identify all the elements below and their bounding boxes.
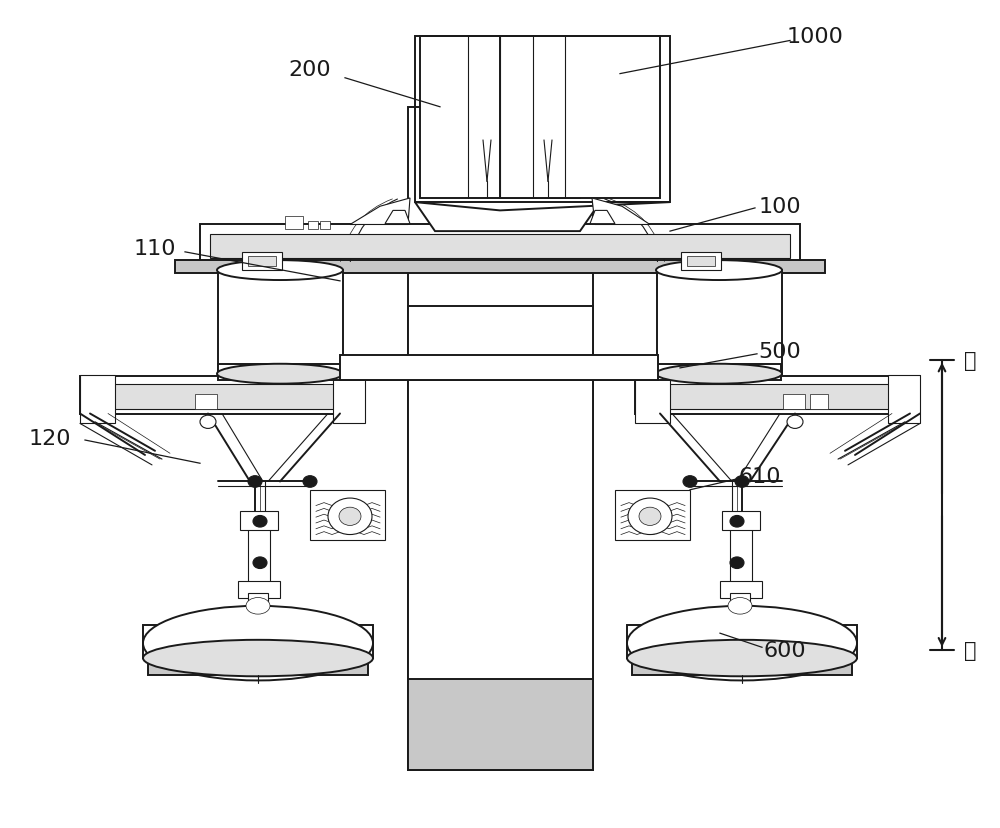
Bar bbox=[340, 356, 658, 381]
Text: 500: 500 bbox=[759, 342, 801, 362]
Ellipse shape bbox=[639, 508, 661, 526]
Text: 110: 110 bbox=[134, 238, 176, 258]
Bar bbox=[248, 257, 276, 267]
Bar bbox=[635, 377, 920, 414]
Bar bbox=[420, 37, 580, 199]
Ellipse shape bbox=[656, 261, 782, 281]
Bar bbox=[80, 376, 115, 424]
Bar bbox=[500, 37, 660, 199]
Bar bbox=[632, 657, 852, 675]
Polygon shape bbox=[590, 211, 615, 224]
Bar bbox=[242, 253, 282, 271]
Bar bbox=[657, 271, 782, 374]
Ellipse shape bbox=[303, 476, 317, 488]
Bar bbox=[635, 376, 670, 424]
Bar bbox=[408, 679, 593, 770]
Ellipse shape bbox=[217, 261, 343, 281]
Text: 1000: 1000 bbox=[787, 27, 843, 47]
Bar bbox=[333, 376, 365, 424]
Ellipse shape bbox=[246, 598, 270, 614]
Bar bbox=[218, 364, 781, 381]
Bar bbox=[810, 395, 828, 410]
Ellipse shape bbox=[200, 416, 216, 429]
Bar bbox=[408, 306, 593, 770]
Bar bbox=[248, 518, 270, 592]
Ellipse shape bbox=[683, 476, 697, 488]
Ellipse shape bbox=[253, 557, 267, 569]
Bar bbox=[722, 512, 760, 530]
Bar bbox=[175, 261, 825, 273]
Ellipse shape bbox=[328, 498, 372, 535]
Polygon shape bbox=[415, 203, 670, 232]
Polygon shape bbox=[350, 199, 410, 225]
Bar bbox=[415, 37, 670, 203]
Bar bbox=[308, 222, 318, 230]
Ellipse shape bbox=[730, 557, 744, 569]
Ellipse shape bbox=[143, 640, 373, 676]
Ellipse shape bbox=[627, 640, 857, 676]
Bar bbox=[248, 594, 268, 609]
Bar bbox=[730, 594, 750, 609]
Bar bbox=[148, 657, 368, 675]
Text: 下: 下 bbox=[964, 640, 976, 660]
Bar bbox=[643, 384, 913, 409]
Ellipse shape bbox=[339, 508, 361, 526]
Ellipse shape bbox=[628, 498, 672, 535]
Bar bbox=[408, 108, 593, 770]
Bar bbox=[310, 490, 385, 540]
Bar bbox=[888, 376, 920, 424]
Polygon shape bbox=[592, 199, 650, 225]
Ellipse shape bbox=[728, 598, 752, 614]
Text: 610: 610 bbox=[739, 466, 781, 486]
Bar bbox=[195, 395, 217, 410]
Ellipse shape bbox=[143, 606, 373, 681]
Ellipse shape bbox=[730, 516, 744, 527]
Ellipse shape bbox=[787, 416, 803, 429]
Bar bbox=[627, 625, 857, 658]
Bar bbox=[88, 384, 358, 409]
Bar bbox=[615, 490, 690, 540]
Ellipse shape bbox=[627, 606, 857, 681]
Bar bbox=[720, 581, 762, 598]
Polygon shape bbox=[385, 211, 410, 224]
Bar bbox=[143, 625, 373, 658]
Text: 200: 200 bbox=[289, 60, 331, 80]
Bar bbox=[687, 257, 715, 267]
Text: 上: 上 bbox=[964, 350, 976, 370]
Bar bbox=[210, 235, 790, 258]
Bar bbox=[80, 377, 365, 414]
Bar bbox=[238, 581, 280, 598]
Bar bbox=[218, 271, 343, 374]
Bar bbox=[783, 395, 805, 410]
Bar bbox=[200, 225, 800, 265]
Ellipse shape bbox=[656, 364, 782, 384]
Text: 600: 600 bbox=[764, 640, 806, 660]
Ellipse shape bbox=[253, 516, 267, 527]
Bar bbox=[285, 217, 303, 230]
Ellipse shape bbox=[217, 364, 343, 384]
Ellipse shape bbox=[735, 476, 749, 488]
Bar bbox=[730, 518, 752, 592]
Text: 120: 120 bbox=[29, 429, 71, 449]
Ellipse shape bbox=[248, 476, 262, 488]
Bar bbox=[681, 253, 721, 271]
Bar bbox=[320, 222, 330, 230]
Text: 100: 100 bbox=[759, 197, 801, 217]
Bar bbox=[240, 512, 278, 530]
